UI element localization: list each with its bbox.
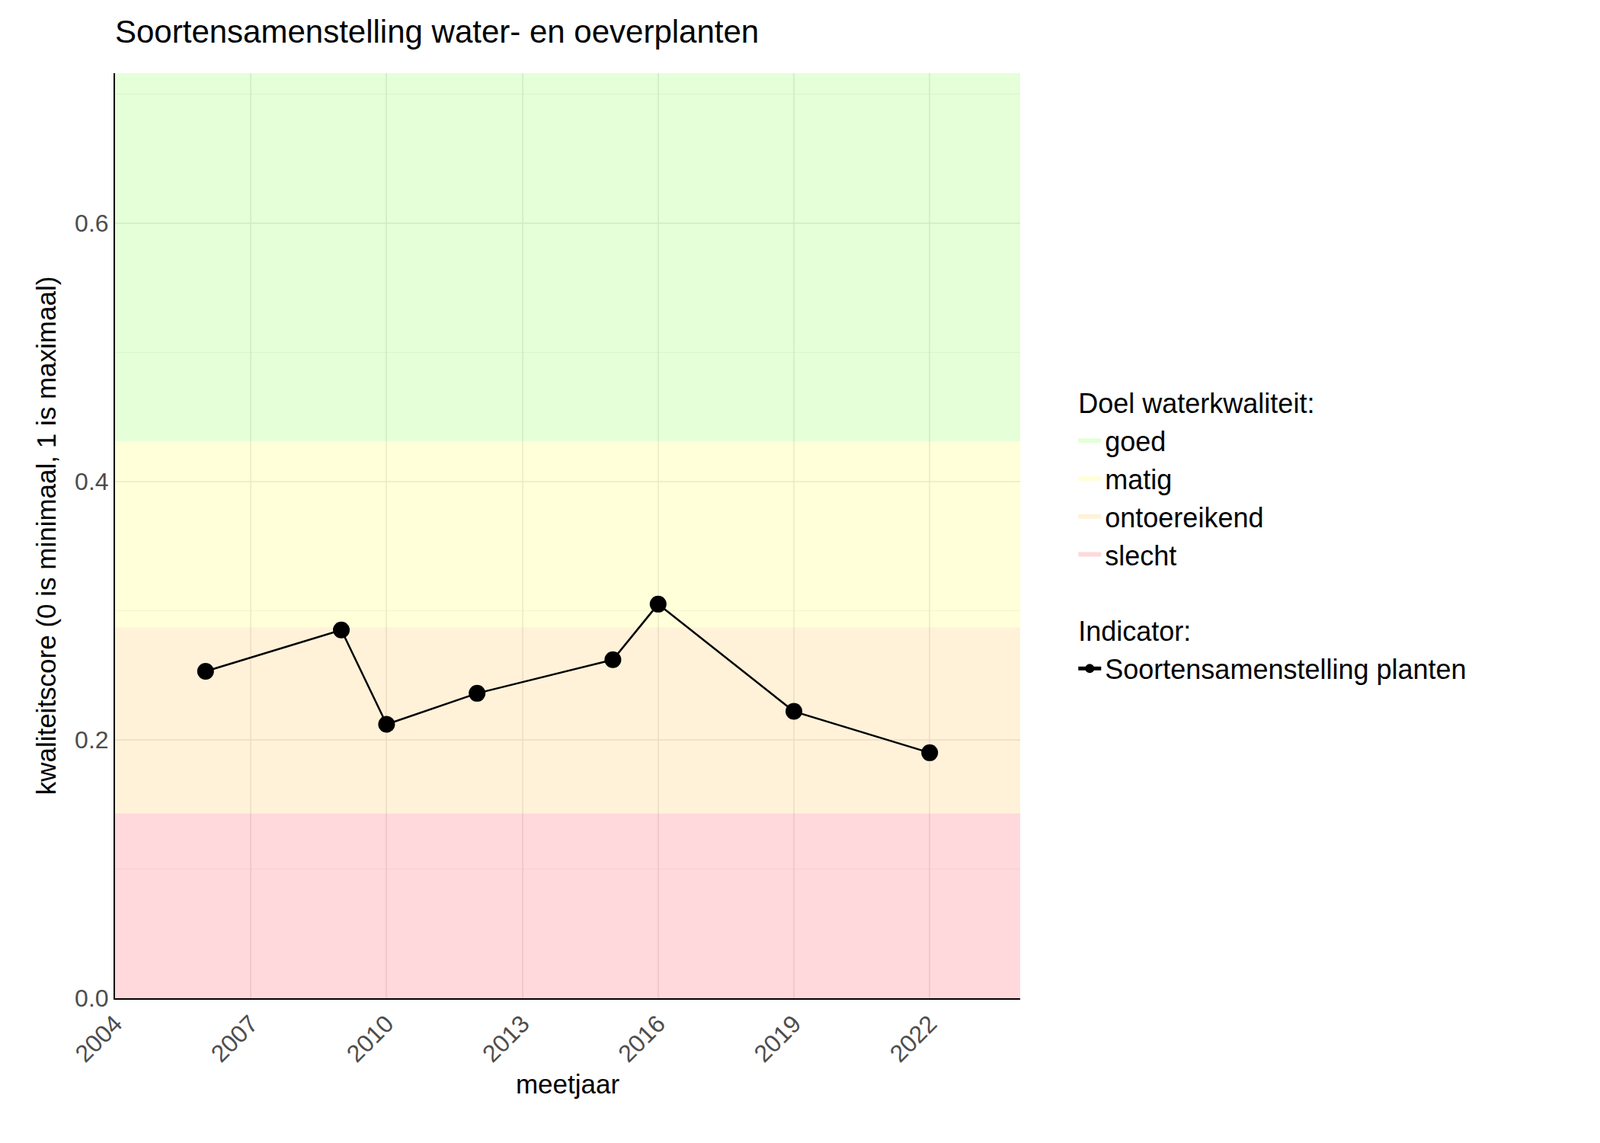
- svg-text:Soortensamenstelling planten: Soortensamenstelling planten: [1104, 653, 1466, 685]
- svg-text:2019: 2019: [748, 1009, 807, 1068]
- svg-text:0.6: 0.6: [74, 209, 109, 237]
- svg-text:2007: 2007: [205, 1009, 264, 1068]
- svg-text:0.4: 0.4: [74, 467, 109, 496]
- svg-text:0.0: 0.0: [74, 984, 109, 1012]
- svg-text:Doel waterkwaliteit:: Doel waterkwaliteit:: [1078, 387, 1315, 420]
- svg-text:slecht: slecht: [1104, 540, 1177, 572]
- svg-text:goed: goed: [1104, 425, 1166, 458]
- svg-text:kwaliteitscore (0 is minimaal,: kwaliteitscore (0 is minimaal, 1 is maxi…: [31, 276, 61, 796]
- svg-text:Soortensamenstelling water- en: Soortensamenstelling water- en oeverplan…: [115, 13, 759, 50]
- svg-text:Indicator:: Indicator:: [1078, 615, 1191, 647]
- svg-text:0.2: 0.2: [74, 726, 109, 754]
- svg-text:2013: 2013: [476, 1009, 535, 1068]
- svg-text:2016: 2016: [612, 1009, 671, 1068]
- svg-text:ontoereikend: ontoereikend: [1104, 502, 1264, 534]
- svg-text:2022: 2022: [884, 1009, 943, 1068]
- svg-text:meetjaar: meetjaar: [515, 1068, 621, 1099]
- svg-text:2004: 2004: [69, 1009, 128, 1068]
- svg-text:2010: 2010: [341, 1009, 400, 1068]
- svg-text:matig: matig: [1104, 464, 1172, 496]
